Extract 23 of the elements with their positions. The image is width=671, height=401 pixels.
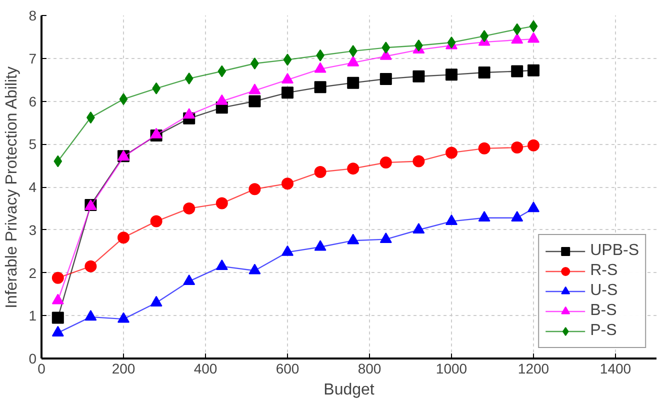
y-axis-title: Inferable Privacy Protection Ability bbox=[4, 66, 21, 308]
x-tick-label: 800 bbox=[358, 360, 382, 376]
x-tick-label: 200 bbox=[112, 360, 136, 376]
y-tick-label: 5 bbox=[28, 136, 37, 152]
x-tick-label: 1000 bbox=[436, 360, 468, 376]
y-tick-label: 6 bbox=[28, 93, 37, 110]
x-tick-label: 1400 bbox=[600, 360, 632, 376]
y-tick-label: 2 bbox=[28, 264, 37, 281]
y-tick-label: 8 bbox=[28, 8, 37, 24]
legend-label: P-S bbox=[590, 322, 617, 340]
legend-label: B-S bbox=[590, 302, 617, 320]
legend-label: R-S bbox=[590, 262, 618, 280]
x-tick-label: 1200 bbox=[518, 360, 550, 376]
y-tick-label: 7 bbox=[28, 50, 37, 66]
legend-label: UPB-S bbox=[590, 242, 639, 260]
y-tick-label: 3 bbox=[28, 222, 37, 238]
legend-label: U-S bbox=[590, 282, 618, 300]
x-tick-label: 600 bbox=[276, 360, 300, 376]
x-axis-title: Budget bbox=[324, 382, 375, 398]
x-tick-label: 400 bbox=[194, 360, 218, 376]
y-tick-label: 1 bbox=[28, 308, 37, 324]
y-tick-label: 0 bbox=[28, 350, 37, 366]
y-tick-label: 4 bbox=[28, 179, 37, 195]
